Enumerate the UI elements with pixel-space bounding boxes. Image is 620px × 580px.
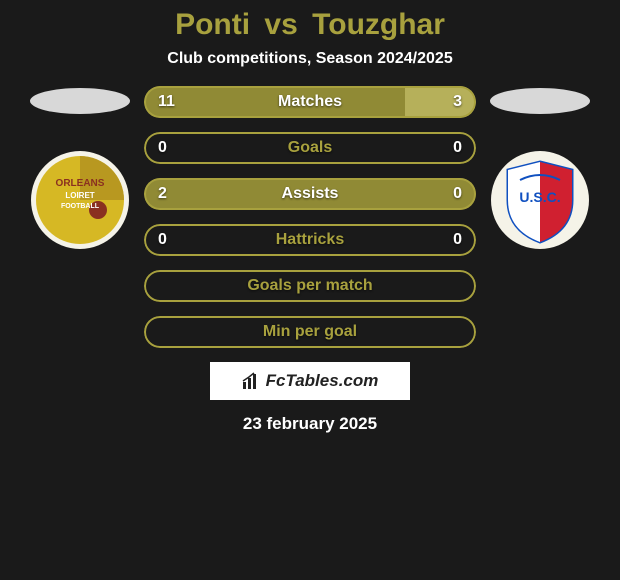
stat-label: Assists [144,185,476,203]
usc-logo-icon: U.S.C. [490,150,590,250]
stat-label: Hattricks [144,231,476,249]
title-player1: Ponti [175,8,250,41]
svg-text:U.S.C.: U.S.C. [519,189,560,205]
left-side: ORLEANS LOIRET FOOTBALL [20,86,140,250]
stat-row: 00Hattricks [144,224,476,256]
stat-row: Goals per match [144,270,476,302]
stat-label: Goals per match [144,277,476,295]
stat-label: Matches [144,93,476,111]
infographic-container: Ponti vs Touzghar Club competitions, Sea… [0,0,620,434]
stat-row: 113Matches [144,86,476,118]
stat-row: 00Goals [144,132,476,164]
right-player-shadow [490,88,590,114]
left-club-logo: ORLEANS LOIRET FOOTBALL [30,150,130,250]
svg-text:FOOTBALL: FOOTBALL [61,203,100,210]
left-player-shadow [30,88,130,114]
date: 23 february 2025 [243,414,377,434]
watermark: FcTables.com [210,362,410,400]
stat-label: Min per goal [144,323,476,341]
right-side: U.S.C. [480,86,600,250]
orleans-logo-icon: ORLEANS LOIRET FOOTBALL [30,150,130,250]
svg-text:LOIRET: LOIRET [65,191,94,200]
subtitle: Club competitions, Season 2024/2025 [167,50,452,68]
stat-row: 20Assists [144,178,476,210]
stat-label: Goals [144,139,476,157]
title-player2: Touzghar [312,8,445,41]
title-vs: vs [264,8,297,41]
svg-text:ORLEANS: ORLEANS [56,178,105,189]
title: Ponti vs Touzghar [175,8,445,42]
main-row: ORLEANS LOIRET FOOTBALL 113Matches 00Goal… [0,86,620,348]
stat-bars: 113Matches 00Goals 20Assists 00Hattricks Goa… [140,86,480,348]
stat-row: Min per goal [144,316,476,348]
watermark-text: FcTables.com [266,371,379,391]
chart-icon [242,372,260,390]
right-club-logo: U.S.C. [490,150,590,250]
